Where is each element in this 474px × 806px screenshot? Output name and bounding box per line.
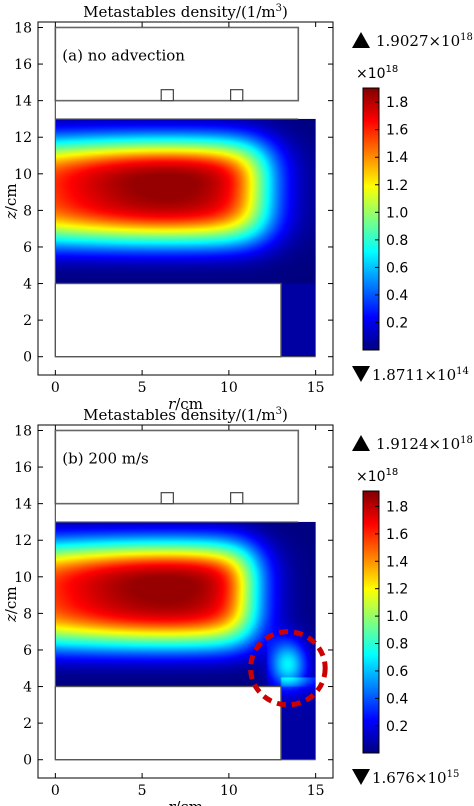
x-tick-label: 0 — [51, 380, 60, 396]
colorbar-tick-label: 1.8 — [386, 95, 408, 111]
colorbar-multiplier: ×1018 — [356, 467, 398, 485]
colorbar-tick-label: 0.8 — [386, 233, 408, 249]
y-tick-label: 2 — [23, 716, 32, 732]
colorbar-tick-label: 0.4 — [386, 691, 408, 707]
colorbar-tick-label: 1.6 — [386, 527, 408, 543]
y-tick-label: 6 — [23, 643, 32, 659]
max-value-label: 1.9027×1018 — [376, 32, 473, 50]
y-axis-label: z/cm — [2, 586, 20, 623]
panel-label: (a) no advection — [62, 46, 185, 64]
colorbar — [362, 87, 380, 351]
y-tick-label: 0 — [23, 350, 32, 366]
y-tick-label: 14 — [14, 94, 32, 110]
max-triangle-icon — [352, 435, 370, 451]
y-tick-label: 10 — [14, 570, 32, 586]
y-axis-label: z/cm — [2, 183, 20, 220]
panel-label: (b) 200 m/s — [62, 449, 148, 467]
advection-highlight-circle — [248, 629, 328, 708]
y-tick-label: 2 — [23, 313, 32, 329]
colorbar-tick-label: 1.0 — [386, 609, 408, 625]
plot-title: Metastables density/(1/m3) — [83, 3, 288, 21]
y-tick-label: 12 — [14, 130, 32, 146]
min-value-label: 1.8711×1014 — [372, 366, 469, 384]
y-tick-label: 18 — [14, 423, 32, 439]
x-axis-label: r/cm — [168, 798, 203, 806]
y-tick-label: 12 — [14, 533, 32, 549]
y-tick-label: 4 — [23, 277, 32, 293]
y-tick-label: 4 — [23, 680, 32, 696]
colorbar-tick-label: 0.2 — [386, 315, 408, 331]
colorbar-tick-label: 1.6 — [386, 123, 408, 139]
x-tick-label: 10 — [220, 783, 238, 799]
min-value-label: 1.676×1015 — [372, 769, 459, 787]
max-triangle-icon — [352, 32, 370, 48]
coil-left — [160, 492, 174, 505]
colorbar-tick-label: 1.4 — [386, 150, 408, 166]
colorbar-tick-label: 1.8 — [386, 499, 408, 515]
colorbar-tick-label: 0.6 — [386, 260, 408, 276]
panel-b: Metastables density/(1/m3) (b) 200 m/s 0 2 4… — [2, 406, 473, 806]
plot-title: Metastables density/(1/m3) — [83, 406, 288, 424]
colorbar-tick-label: 1.2 — [386, 582, 408, 598]
y-tick-label: 16 — [14, 460, 32, 476]
x-axis-label: r/cm — [168, 395, 203, 413]
y-tick-label: 16 — [14, 57, 32, 73]
x-tick-label: 5 — [138, 783, 147, 799]
y-tick-label: 6 — [23, 240, 32, 256]
y-tick-label: 14 — [14, 497, 32, 513]
colorbar-tick-label: 0.8 — [386, 637, 408, 653]
colorbar-tick-label: 0.4 — [386, 288, 408, 304]
y-tick-label: 8 — [23, 606, 32, 622]
colorbar-tick-label: 0.2 — [386, 719, 408, 735]
colorbar-tick-label: 1.0 — [386, 205, 408, 221]
x-tick-label: 0 — [51, 783, 60, 799]
panel-a: Metastables density/(1/m3) (a) no advecti… — [2, 3, 473, 413]
colorbar — [362, 490, 380, 754]
y-tick-label: 18 — [14, 20, 32, 36]
y-tick-label: 10 — [14, 167, 32, 183]
min-triangle-icon — [352, 366, 370, 382]
y-tick-label: 8 — [23, 203, 32, 219]
y-tick-label: 0 — [23, 753, 32, 769]
substrate-region — [54, 282, 282, 358]
substrate-region — [54, 685, 282, 761]
colorbar-tick-label: 1.4 — [386, 554, 408, 570]
coil-right — [230, 492, 244, 505]
coil-right — [230, 89, 244, 102]
x-tick-label: 5 — [138, 380, 147, 396]
min-triangle-icon — [352, 769, 370, 785]
colorbar-tick-label: 0.6 — [386, 664, 408, 680]
x-tick-label: 15 — [307, 380, 325, 396]
max-value-label: 1.9124×1018 — [376, 435, 473, 453]
x-tick-label: 15 — [307, 783, 325, 799]
colorbar-multiplier: ×1018 — [356, 64, 398, 82]
coil-left — [160, 89, 174, 102]
x-tick-label: 10 — [220, 380, 238, 396]
colorbar-tick-label: 1.2 — [386, 178, 408, 194]
